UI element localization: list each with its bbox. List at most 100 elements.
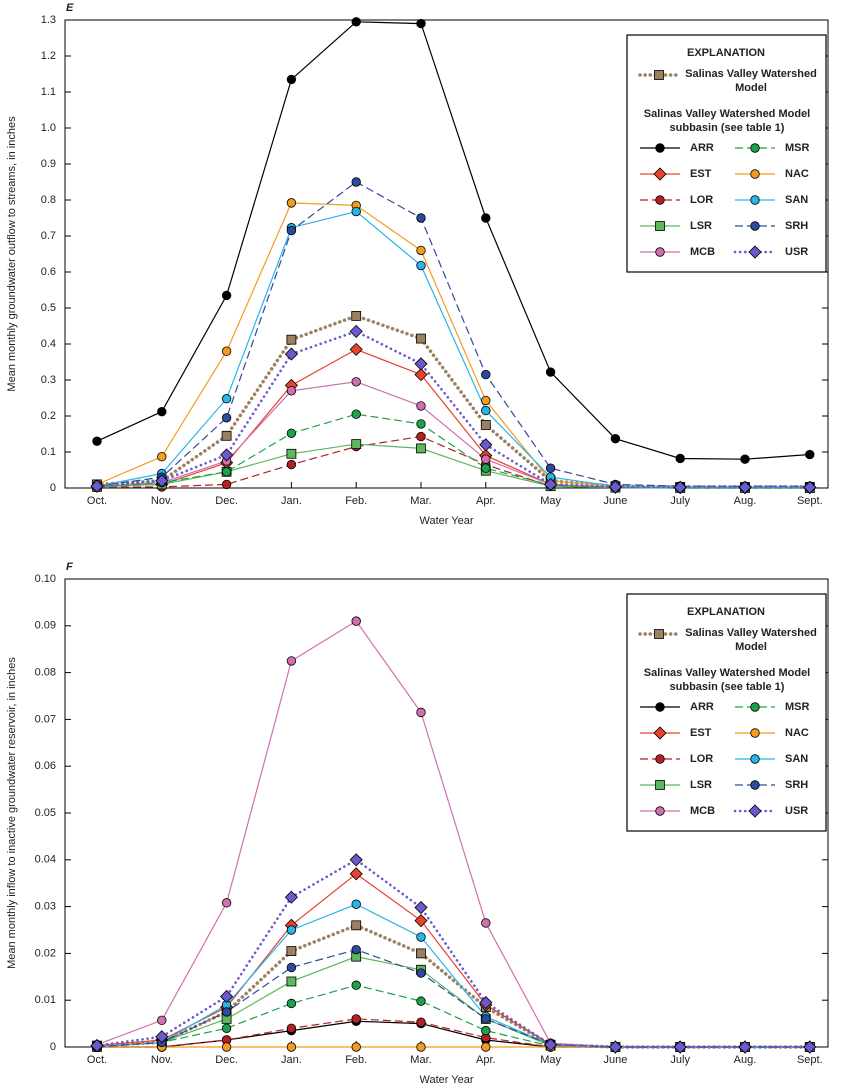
legend-label: NAC: [785, 168, 809, 180]
x-tick-label: June: [603, 1054, 627, 1066]
panel-label: E: [66, 2, 74, 14]
marker-circle: [221, 1007, 232, 1017]
y-tick-label: 0.5: [41, 302, 56, 314]
legend-label: MSR: [785, 142, 810, 154]
y-tick-label: 0.2: [41, 410, 56, 422]
marker-diamond: [220, 989, 234, 1004]
marker-circle: [351, 1014, 361, 1024]
marker-diamond: [738, 1040, 752, 1054]
marker-diamond: [653, 167, 667, 181]
marker-circle: [481, 369, 491, 380]
x-tick-label: Dec.: [215, 495, 238, 507]
marker-circle: [416, 419, 426, 429]
marker-diamond: [673, 1040, 687, 1054]
x-tick-label: Dec.: [215, 1054, 238, 1066]
marker-circle: [286, 656, 297, 666]
legend-label: LSR: [690, 220, 712, 232]
marker-circle: [416, 401, 426, 411]
marker-circle: [416, 1017, 426, 1027]
marker-square: [416, 948, 426, 959]
y-tick-label: 0.8: [41, 194, 56, 206]
marker-circle: [481, 213, 491, 223]
y-tick-label: 0.3: [41, 374, 56, 386]
y-tick-label: 0.4: [41, 338, 56, 350]
marker-circle: [351, 17, 361, 27]
y-axis-label: Mean monthly groundwater outflow to stre…: [6, 116, 18, 392]
marker-circle: [286, 925, 297, 935]
marker-square: [286, 448, 297, 459]
marker-circle: [351, 1042, 361, 1052]
marker-circle: [610, 433, 621, 444]
y-tick-label: 0.7: [41, 230, 56, 242]
legend-label: SRH: [785, 779, 808, 791]
marker-circle: [351, 980, 361, 990]
marker-diamond: [748, 245, 762, 259]
legend-label: EST: [690, 168, 712, 180]
marker-circle: [416, 245, 426, 256]
marker-diamond: [414, 368, 428, 382]
marker-diamond: [738, 480, 752, 494]
marker-diamond: [155, 1030, 169, 1044]
marker-circle: [416, 18, 426, 29]
marker-circle: [750, 143, 760, 153]
marker-circle: [416, 996, 426, 1006]
marker-circle: [92, 436, 102, 446]
marker-circle: [740, 454, 750, 464]
marker-square: [351, 439, 362, 449]
x-tick-label: Oct.: [87, 1054, 107, 1066]
legend-label: MCB: [690, 805, 715, 817]
x-tick-label: Apr.: [476, 1054, 496, 1066]
legend-label-box: Salinas Valley Watershed Model: [685, 627, 817, 653]
marker-circle: [286, 1023, 297, 1033]
marker-diamond: [414, 357, 428, 371]
marker-square: [286, 946, 297, 956]
legend-subheading-box: Salinas Valley Watershed Model subbasin …: [643, 108, 811, 134]
marker-diamond: [349, 324, 363, 338]
marker-circle: [351, 944, 361, 955]
marker-circle: [655, 195, 665, 205]
x-axis-label: Water Year: [419, 1074, 473, 1086]
y-tick-label: 0.08: [35, 667, 56, 679]
series-line: [96, 21, 810, 460]
x-tick-label: July: [670, 1054, 690, 1066]
y-tick-label: 0: [50, 1041, 56, 1053]
marker-square: [351, 920, 362, 931]
marker-square: [655, 221, 665, 231]
y-tick-label: 1.3: [41, 14, 56, 26]
marker-circle: [481, 463, 491, 473]
y-tick-label: 0.06: [35, 760, 56, 772]
x-tick-label: July: [670, 495, 690, 507]
marker-diamond: [90, 479, 104, 493]
x-tick-label: Sept.: [797, 1054, 823, 1066]
marker-circle: [221, 1042, 232, 1052]
marker-circle: [481, 1025, 491, 1036]
marker-square: [416, 443, 426, 454]
legend-label: MCB: [690, 246, 715, 258]
marker-circle: [655, 702, 665, 712]
marker-circle: [655, 754, 665, 764]
marker-circle: [750, 221, 760, 231]
marker-diamond: [544, 1038, 558, 1052]
legend-label: LSR: [690, 779, 712, 791]
marker-circle: [221, 346, 232, 356]
legend-label: LOR: [690, 753, 713, 765]
series-line: [95, 314, 812, 489]
plot-frame: [64, 19, 829, 489]
marker-circle: [750, 702, 760, 712]
marker-diamond: [284, 890, 298, 904]
marker-circle: [481, 405, 491, 416]
marker-diamond: [673, 480, 687, 494]
x-tick-label: Apr.: [476, 495, 496, 507]
marker-diamond: [803, 480, 817, 494]
y-tick-label: 1.1: [41, 86, 56, 98]
legend-subheading-box: Salinas Valley Watershed Model subbasin …: [644, 667, 811, 693]
y-tick-label: 0.1: [41, 446, 56, 458]
marker-circle: [416, 431, 426, 442]
marker-circle: [750, 195, 760, 205]
legend-subheading: Salinas Valley Watershed Model subbasin …: [643, 108, 811, 134]
marker-circle: [416, 1042, 426, 1052]
marker-diamond: [155, 474, 169, 488]
marker-diamond: [414, 900, 428, 915]
series-line: [96, 435, 810, 489]
